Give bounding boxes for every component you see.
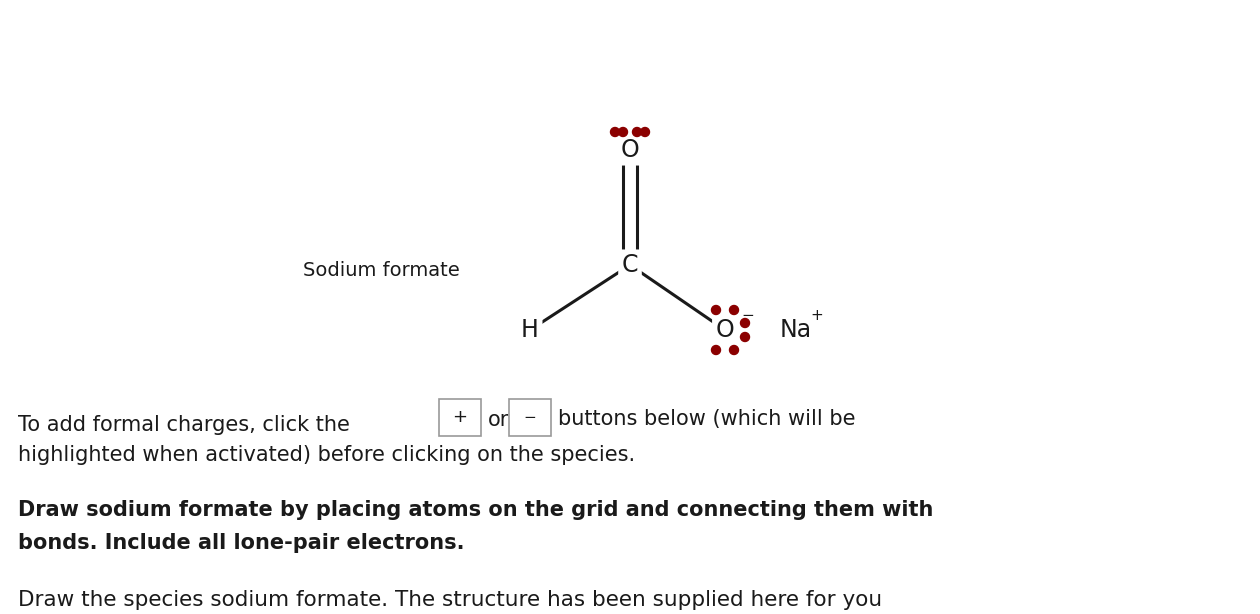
- Text: bonds. Include all lone-pair electrons.: bonds. Include all lone-pair electrons.: [18, 533, 465, 553]
- Text: highlighted when activated) before clicking on the species.: highlighted when activated) before click…: [18, 445, 635, 465]
- Text: O: O: [621, 138, 639, 162]
- Circle shape: [741, 333, 750, 341]
- Circle shape: [640, 128, 649, 136]
- Circle shape: [730, 346, 738, 354]
- Text: Na: Na: [780, 318, 813, 342]
- Text: −: −: [741, 308, 753, 324]
- Text: or: or: [488, 410, 509, 430]
- Circle shape: [633, 128, 641, 136]
- Text: −: −: [524, 410, 537, 425]
- Circle shape: [712, 306, 721, 314]
- Text: H: H: [522, 318, 539, 342]
- Text: +: +: [810, 308, 823, 324]
- Text: O: O: [716, 318, 735, 342]
- Text: C: C: [621, 253, 639, 277]
- Circle shape: [712, 346, 721, 354]
- Text: +: +: [452, 408, 467, 427]
- Circle shape: [741, 319, 750, 327]
- Text: Draw the species sodium formate. The structure has been supplied here for you
to: Draw the species sodium formate. The str…: [18, 590, 882, 614]
- Text: Draw sodium formate by placing atoms on the grid and connecting them with: Draw sodium formate by placing atoms on …: [18, 500, 934, 520]
- FancyBboxPatch shape: [438, 399, 481, 436]
- Circle shape: [730, 306, 738, 314]
- Text: To add formal charges, click the: To add formal charges, click the: [18, 415, 350, 435]
- Text: Sodium formate: Sodium formate: [304, 260, 460, 279]
- Circle shape: [619, 128, 627, 136]
- Circle shape: [611, 128, 620, 136]
- FancyBboxPatch shape: [509, 399, 551, 436]
- Text: buttons below (which will be: buttons below (which will be: [558, 410, 856, 430]
